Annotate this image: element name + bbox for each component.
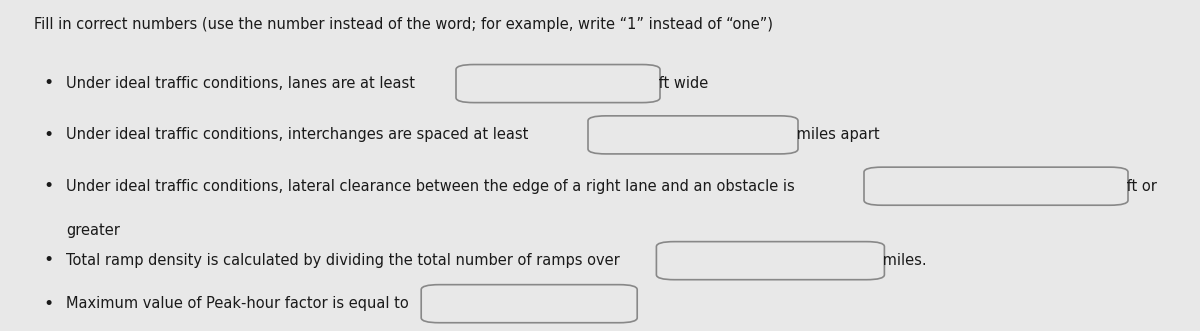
FancyBboxPatch shape <box>456 65 660 103</box>
Text: •: • <box>43 126 53 144</box>
Text: •: • <box>43 177 53 195</box>
Text: Under ideal traffic conditions, lanes are at least: Under ideal traffic conditions, lanes ar… <box>66 76 420 91</box>
Text: miles.: miles. <box>878 253 928 268</box>
Text: Total ramp density is calculated by dividing the total number of ramps over: Total ramp density is calculated by divi… <box>66 253 624 268</box>
FancyBboxPatch shape <box>421 285 637 323</box>
FancyBboxPatch shape <box>588 116 798 154</box>
Text: •: • <box>43 74 53 92</box>
FancyBboxPatch shape <box>864 167 1128 205</box>
Text: Maximum value of Peak-hour factor is equal to: Maximum value of Peak-hour factor is equ… <box>66 296 413 311</box>
Text: Under ideal traffic conditions, lateral clearance between the edge of a right la: Under ideal traffic conditions, lateral … <box>66 178 799 194</box>
Text: Under ideal traffic conditions, interchanges are spaced at least: Under ideal traffic conditions, intercha… <box>66 127 533 142</box>
Text: Fill in correct numbers (use the number instead of the word; for example, write : Fill in correct numbers (use the number … <box>34 17 773 31</box>
Text: miles apart: miles apart <box>792 127 880 142</box>
Text: •: • <box>43 295 53 312</box>
Text: ft or: ft or <box>1122 178 1157 194</box>
FancyBboxPatch shape <box>656 242 884 280</box>
Text: •: • <box>43 252 53 269</box>
Text: ft wide: ft wide <box>654 76 708 91</box>
Text: greater: greater <box>66 222 120 238</box>
